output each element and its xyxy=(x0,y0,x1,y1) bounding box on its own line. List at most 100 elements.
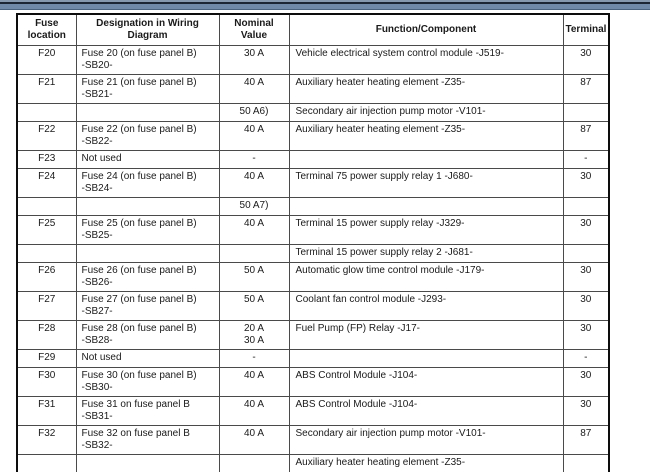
cell-nominal: 40 A xyxy=(218,168,290,198)
cell-nominal xyxy=(218,244,290,263)
cell-nominal: 50 A xyxy=(218,262,290,292)
cell-function: Terminal 75 power supply relay 1 -J680- xyxy=(288,168,564,198)
cell-nominal: 20 A 30 A xyxy=(218,320,290,350)
cell-designation: Fuse 31 on fuse panel B -SB31- xyxy=(75,396,220,426)
table-row: F32 Fuse 32 on fuse panel B -SB32- 40 A Sec… xyxy=(16,425,610,455)
cell-fuse: F31 xyxy=(16,396,77,426)
column-header-function-component: Function/Component xyxy=(288,13,564,46)
cell-function: Auxiliary heater heating element -Z35- xyxy=(288,74,564,104)
cell-function xyxy=(288,197,564,216)
cell-nominal: 40 A xyxy=(218,425,290,455)
cell-nominal: 40 A xyxy=(218,367,290,397)
cell-terminal: 30 xyxy=(562,396,610,426)
cell-designation: Not used xyxy=(75,349,220,368)
cell-nominal: 40 A xyxy=(218,74,290,104)
cell-function: Auxiliary heater heating element -Z35- xyxy=(288,121,564,151)
column-header-designation: Designation in Wiring Diagram xyxy=(75,13,220,46)
cell-function xyxy=(288,150,564,169)
cell-fuse xyxy=(16,244,77,263)
cell-designation xyxy=(75,197,220,216)
cell-function: Secondary air injection pump motor -V101… xyxy=(288,103,564,122)
cell-function: Fuel Pump (FP) Relay -J17- xyxy=(288,320,564,350)
cell-designation: Fuse 22 (on fuse panel B) -SB22- xyxy=(75,121,220,151)
cell-fuse: F22 xyxy=(16,121,77,151)
cell-designation: Fuse 26 (on fuse panel B) -SB26- xyxy=(75,262,220,292)
cell-fuse xyxy=(16,103,77,122)
cell-fuse: F21 xyxy=(16,74,77,104)
cell-fuse xyxy=(16,454,77,472)
column-header-terminal: Terminal xyxy=(562,13,610,46)
cell-terminal: 30 xyxy=(562,367,610,397)
cell-terminal: 30 xyxy=(562,45,610,75)
cell-designation: Fuse 28 (on fuse panel B) -SB28- xyxy=(75,320,220,350)
table-row: 50 A6) Secondary air injection pump motor… xyxy=(16,103,610,122)
cell-fuse xyxy=(16,197,77,216)
cell-function: ABS Control Module -J104- xyxy=(288,367,564,397)
cell-function: ABS Control Module -J104- xyxy=(288,396,564,426)
cell-terminal: - xyxy=(562,150,610,169)
table-row: F23 Not used - - xyxy=(16,150,610,169)
cell-designation: Fuse 30 (on fuse panel B) -SB30- xyxy=(75,367,220,397)
cell-terminal: 30 xyxy=(562,168,610,198)
cell-nominal: 40 A xyxy=(218,215,290,245)
cell-nominal: - xyxy=(218,150,290,169)
window-top-bar xyxy=(0,0,650,10)
cell-fuse: F28 xyxy=(16,320,77,350)
cell-nominal: 50 A7) xyxy=(218,197,290,216)
cell-designation: Fuse 32 on fuse panel B -SB32- xyxy=(75,425,220,455)
cell-function: Coolant fan control module -J293- xyxy=(288,291,564,321)
table-row: Auxiliary heater heating element -Z35- xyxy=(16,454,610,472)
cell-nominal: 50 A6) xyxy=(218,103,290,122)
cell-nominal: - xyxy=(218,349,290,368)
column-header-nominal-value: Nominal Value xyxy=(218,13,290,46)
table-header-row: Fuse location Designation in Wiring Diag… xyxy=(16,13,610,46)
cell-nominal: 50 A xyxy=(218,291,290,321)
cell-designation xyxy=(75,244,220,263)
table-row: F29 Not used - - xyxy=(16,349,610,368)
cell-nominal: 30 A xyxy=(218,45,290,75)
cell-designation: Fuse 21 (on fuse panel B) -SB21- xyxy=(75,74,220,104)
cell-function: Terminal 15 power supply relay 2 -J681- xyxy=(288,244,564,263)
cell-terminal xyxy=(562,244,610,263)
cell-function: Vehicle electrical system control module… xyxy=(288,45,564,75)
cell-designation: Fuse 24 (on fuse panel B) -SB24- xyxy=(75,168,220,198)
cell-terminal: 87 xyxy=(562,425,610,455)
cell-fuse: F25 xyxy=(16,215,77,245)
cell-fuse: F32 xyxy=(16,425,77,455)
cell-fuse: F29 xyxy=(16,349,77,368)
table-row: F31 Fuse 31 on fuse panel B -SB31- 40 A ABS… xyxy=(16,396,610,426)
table-row: 50 A7) xyxy=(16,197,610,216)
cell-terminal xyxy=(562,103,610,122)
table-row: F28 Fuse 28 (on fuse panel B) -SB28- 20 A … xyxy=(16,320,610,350)
cell-fuse: F26 xyxy=(16,262,77,292)
cell-terminal: - xyxy=(562,349,610,368)
cell-designation: Fuse 27 (on fuse panel B) -SB27- xyxy=(75,291,220,321)
column-header-fuse-location: Fuse location xyxy=(16,13,77,46)
cell-terminal: 30 xyxy=(562,215,610,245)
cell-designation xyxy=(75,454,220,472)
cell-fuse: F23 xyxy=(16,150,77,169)
cell-function: Secondary air injection pump motor -V101… xyxy=(288,425,564,455)
fuse-assignment-table: Fuse location Designation in Wiring Diag… xyxy=(16,13,610,472)
cell-nominal: 40 A xyxy=(218,121,290,151)
cell-terminal: 87 xyxy=(562,74,610,104)
cell-terminal: 30 xyxy=(562,320,610,350)
cell-designation: Fuse 20 (on fuse panel B) -SB20- xyxy=(75,45,220,75)
cell-designation: Not used xyxy=(75,150,220,169)
cell-terminal xyxy=(562,454,610,472)
cell-terminal: 30 xyxy=(562,291,610,321)
cell-fuse: F27 xyxy=(16,291,77,321)
cell-function: Automatic glow time control module -J179… xyxy=(288,262,564,292)
cell-terminal: 87 xyxy=(562,121,610,151)
cell-designation xyxy=(75,103,220,122)
cell-nominal xyxy=(218,454,290,472)
